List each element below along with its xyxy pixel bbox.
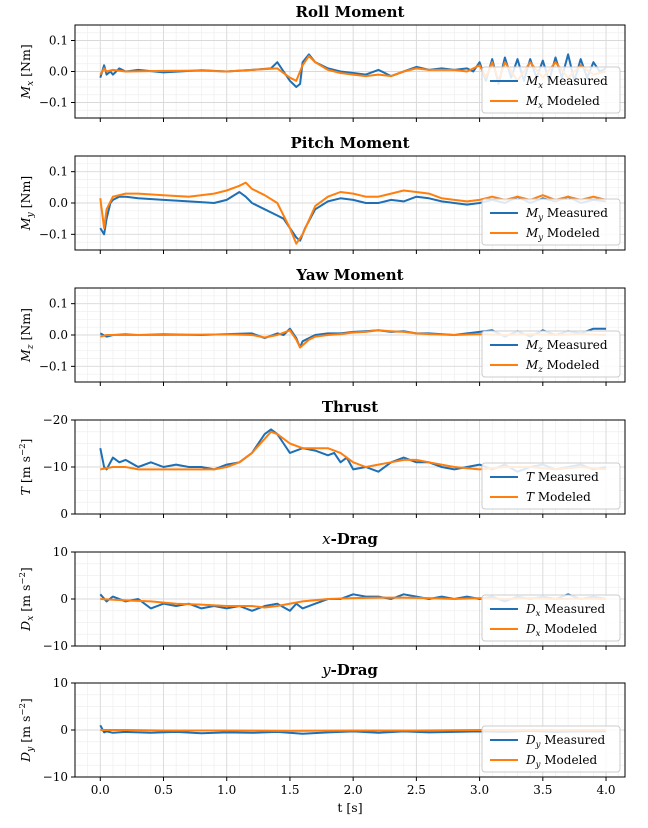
x-tick-label: 3.5 [533, 783, 552, 797]
y-tick-label: 0.1 [49, 165, 68, 179]
y-tick-label: −20 [43, 413, 68, 427]
y-tick-label: 0 [60, 592, 68, 606]
subplot-title: x-Drag [322, 530, 378, 548]
y-axis-label: Mx [Nm] [18, 44, 36, 99]
x-tick-label: 1.5 [280, 783, 299, 797]
legend: Mz Measured Mz Modeled [481, 330, 621, 378]
legend-modeled-label: T Modeled [526, 490, 591, 504]
legend-measured-label: T Measured [526, 470, 599, 484]
legend-modeled-label: My Modeled [525, 226, 600, 243]
legend-modeled-label: Mz Modeled [525, 358, 600, 375]
y-tick-label: −0.1 [39, 96, 68, 110]
x-tick-label: 2.0 [344, 783, 363, 797]
y-axis-label: Dx [m s−2] [18, 567, 36, 632]
x-tick-label: 1.0 [217, 783, 236, 797]
legend: Mx Measured Mx Modeled [481, 66, 621, 114]
legend-modeled-label: Dy Modeled [525, 753, 597, 770]
subplot-title: Pitch Moment [290, 134, 409, 152]
y-tick-label: 10 [53, 676, 68, 690]
y-tick-label: 0 [60, 507, 68, 521]
legend-modeled-label: Dx Modeled [525, 622, 597, 639]
subplot-title: Thrust [322, 398, 378, 416]
subplot-2: −0.1 0.0 0.1 Pitch Moment My [Nm] My Measured… [18, 134, 626, 254]
y-tick-label: −10 [43, 770, 68, 784]
y-tick-label: −0.1 [39, 227, 68, 241]
subplot-6: −10 0 10 y-Drag Dy [m s−2] Dy Measured Dy Mode… [18, 661, 626, 815]
legend: My Measured My Modeled [481, 198, 621, 246]
subplot-4: −20 −10 0 Thrust T [m s−2] T Measured T Modele… [18, 398, 626, 521]
y-tick-label: −10 [43, 460, 68, 474]
subplot-title: Roll Moment [296, 3, 405, 21]
y-axis-label: T [m s−2] [18, 439, 33, 496]
legend-measured-label: My Measured [525, 206, 608, 223]
y-tick-label: 0.1 [49, 34, 68, 48]
x-axis-label: t [s] [337, 800, 362, 815]
legend: T Measured T Modeled [481, 462, 621, 510]
modeled-series-line [100, 430, 607, 471]
x-tick-label: 0.0 [91, 783, 110, 797]
y-tick-label: −10 [43, 639, 68, 653]
legend-measured-label: Mx Measured [525, 74, 608, 91]
legend-measured-label: Mz Measured [525, 338, 608, 355]
y-tick-label: 10 [53, 545, 68, 559]
y-axis-label: Mz [Nm] [18, 308, 36, 363]
legend: Dy Measured Dy Modeled [481, 725, 621, 773]
y-tick-label: 0.0 [49, 196, 68, 210]
x-tick-label: 3.0 [470, 783, 489, 797]
y-tick-label: 0.0 [49, 65, 68, 79]
legend-measured-label: Dy Measured [525, 733, 606, 750]
y-tick-label: 0.1 [49, 297, 68, 311]
y-axis-label: Dy [m s−2] [18, 698, 36, 763]
subplot-title: Yaw Moment [295, 266, 403, 284]
legend: Dx Measured Dx Modeled [481, 594, 621, 642]
y-tick-label: −0.1 [39, 359, 68, 373]
legend-modeled-label: Mx Modeled [525, 94, 600, 111]
x-tick-label: 2.5 [407, 783, 426, 797]
modeled-series-line [99, 181, 607, 245]
y-tick-label: 0 [60, 723, 68, 737]
subplot-5: −10 0 10 x-Drag Dx [m s−2] Dx Measured Dx Mode… [18, 530, 626, 653]
legend-measured-label: Dx Measured [525, 602, 606, 619]
x-tick-label: 0.5 [154, 783, 173, 797]
subplot-title: y-Drag [321, 661, 378, 679]
y-tick-label: 0.0 [49, 328, 68, 342]
x-tick-label: 4.0 [596, 783, 615, 797]
y-axis-label: My [Nm] [18, 176, 36, 231]
